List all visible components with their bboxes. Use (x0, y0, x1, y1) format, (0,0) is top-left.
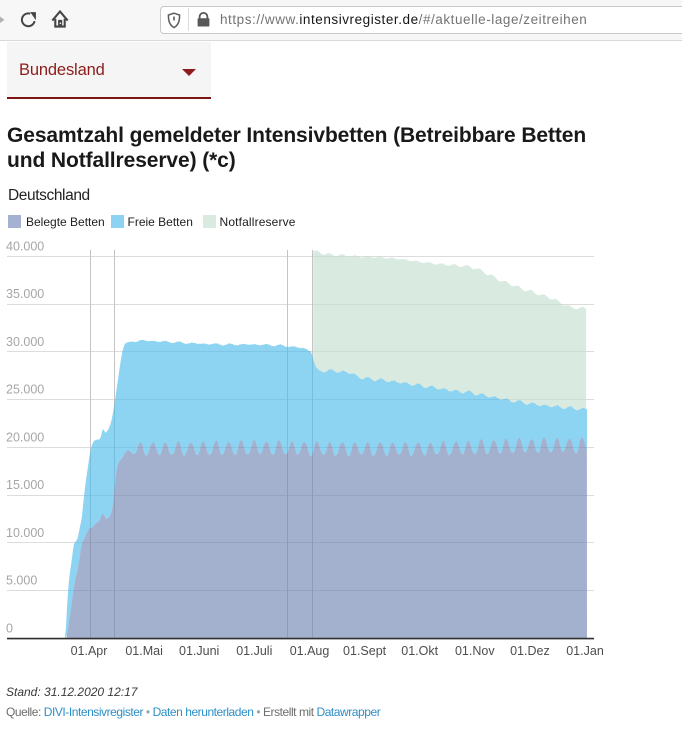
svg-text:01.Okt: 01.Okt (401, 644, 438, 658)
svg-text:0: 0 (6, 621, 13, 635)
svg-text:20.000: 20.000 (6, 431, 44, 445)
svg-text:01.Juni: 01.Juni (179, 644, 219, 658)
svg-text:01.Dez: 01.Dez (510, 644, 550, 658)
svg-text:25.000: 25.000 (6, 383, 44, 397)
svg-text:01.Jan: 01.Jan (566, 644, 604, 658)
svg-text:15.000: 15.000 (6, 478, 44, 492)
svg-text:5.000: 5.000 (6, 574, 37, 588)
svg-text:01.Apr: 01.Apr (71, 644, 108, 658)
svg-text:01.Mai: 01.Mai (125, 644, 163, 658)
svg-text:40.000: 40.000 (6, 240, 44, 254)
svg-text:01.Sept: 01.Sept (343, 644, 387, 658)
svg-text:30.000: 30.000 (6, 335, 44, 349)
svg-text:01.Aug: 01.Aug (290, 644, 330, 658)
svg-text:01.Nov: 01.Nov (455, 644, 495, 658)
svg-text:01.Juli: 01.Juli (236, 644, 272, 658)
svg-text:35.000: 35.000 (6, 287, 44, 301)
svg-text:10.000: 10.000 (6, 526, 44, 540)
